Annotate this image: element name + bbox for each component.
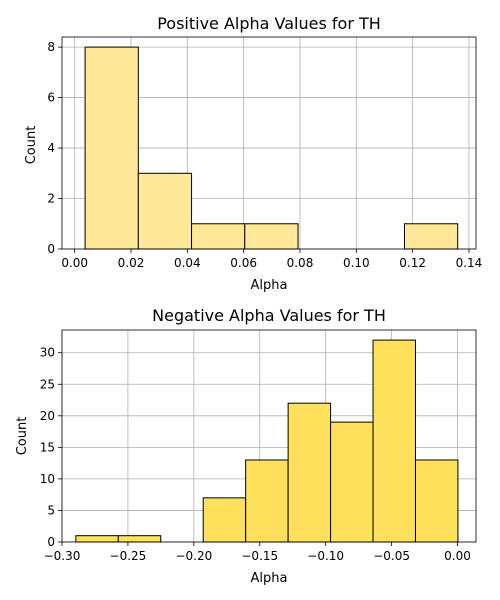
x-tick-label: 0.00: [61, 256, 88, 270]
y-tick-label: 0: [47, 535, 55, 549]
y-axis-label: Count: [15, 417, 30, 456]
x-tick-label: 0.00: [444, 549, 471, 563]
histogram-bar: [202, 497, 247, 543]
x-tick-label: 0.14: [456, 256, 483, 270]
x-tick-label: −0.30: [44, 549, 81, 563]
chart-title: Positive Alpha Values for TH: [157, 14, 381, 33]
x-tick-label: −0.25: [110, 549, 147, 563]
histogram-bar: [414, 459, 459, 543]
histogram-bar: [117, 535, 162, 543]
histogram-bar: [84, 46, 139, 250]
histogram-bar: [244, 223, 299, 250]
x-tick-label: 0.04: [174, 256, 201, 270]
bars: [84, 46, 459, 250]
x-tick-label: 0.08: [287, 256, 314, 270]
x-axis-label: Alpha: [251, 571, 288, 586]
y-tick-label: 8: [47, 40, 55, 54]
x-tick-label: −0.10: [307, 549, 344, 563]
y-tick-label: 6: [47, 91, 55, 105]
negative-alpha-histogram: Negative Alpha Values for TH −0.30 −0.25−…: [15, 306, 477, 586]
plot-frame: [61, 36, 477, 250]
y-tick-label: 20: [40, 409, 55, 423]
x-tick-label: −0.15: [241, 549, 278, 563]
x-tick-label: −0.05: [373, 549, 410, 563]
x-tick-label: 0.12: [399, 256, 426, 270]
y-tick-label: 5: [47, 503, 55, 517]
y-tick-label: 10: [40, 472, 55, 486]
y-axis-label: Count: [24, 126, 39, 165]
y-tick-label: 0: [47, 242, 55, 256]
histogram-bar: [330, 421, 374, 543]
bars: [75, 339, 459, 543]
y-tick-label: 30: [40, 346, 55, 360]
y-tick-label: 2: [47, 192, 55, 206]
y-tick-label: 25: [40, 377, 55, 391]
x-tick-label: −0.20: [175, 549, 212, 563]
y-tick-label: 15: [40, 440, 55, 454]
histogram-bar: [75, 535, 119, 543]
positive-alpha-histogram: Positive Alpha Values for TH 0.00 0.02 0.0…: [24, 14, 482, 293]
ticks: 0.00 0.02 0.04 0.06 0.08 0.10 0.12 0.14 0 2 4 6 8: [47, 40, 482, 270]
ticks: −0.30 −0.25 −0.20 −0.15 −0.10 −0.05 0.00 0 5 10 15…: [40, 346, 471, 563]
x-axis-label: Alpha: [251, 278, 288, 293]
histogram-bar: [403, 223, 459, 250]
x-tick-label: 0.06: [230, 256, 257, 270]
x-tick-label: 0.02: [118, 256, 145, 270]
histogram-bar: [372, 339, 416, 543]
histogram-bar: [287, 402, 332, 543]
x-tick-label: 0.10: [343, 256, 370, 270]
y-tick-label: 4: [47, 141, 55, 155]
histogram-bar: [137, 172, 193, 250]
plot-frame: [61, 329, 477, 543]
histogram-bar: [245, 459, 289, 543]
chart-title: Negative Alpha Values for TH: [152, 306, 386, 325]
histogram-bar: [191, 223, 246, 250]
